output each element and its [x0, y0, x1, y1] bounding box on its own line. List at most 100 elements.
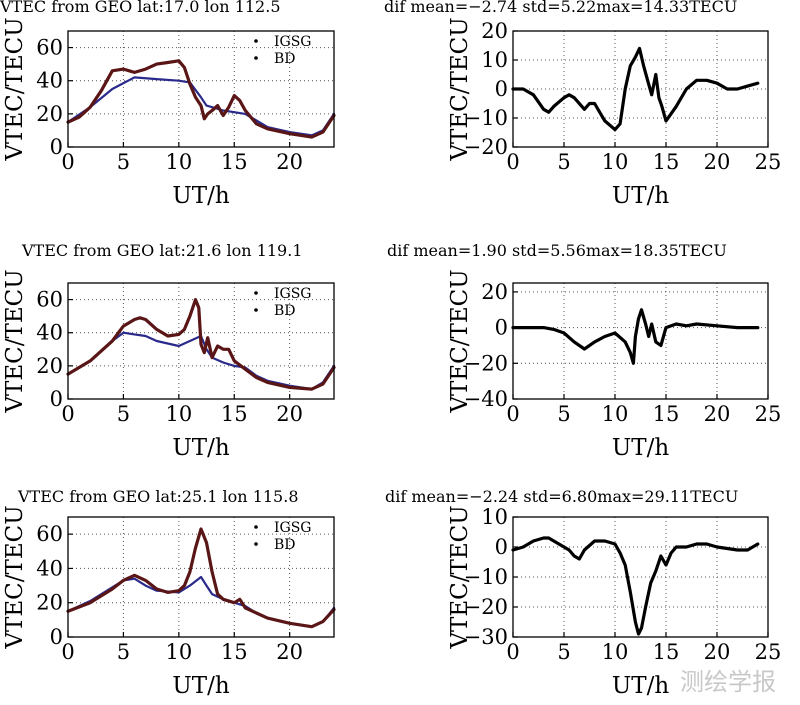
x-tick-label: 10	[165, 150, 192, 174]
legend-label-bd: BD	[274, 537, 296, 553]
y-tick-label: −40	[464, 387, 508, 411]
y-tick-label: 20	[481, 280, 508, 304]
y-tick-label: 10	[481, 505, 508, 529]
x-tick-label: 0	[506, 150, 519, 174]
x-tick-label: 10	[602, 150, 629, 174]
chart-title: VTEC from GEO lat:25.1 lon 115.8	[17, 487, 299, 506]
y-axis-label: VTEC/TECU	[447, 269, 473, 413]
x-tick-label: 0	[61, 402, 74, 426]
y-tick-label: 40	[36, 69, 63, 93]
y-axis-label: VTEC/TECU	[2, 505, 28, 649]
chart-panel-1: VTEC from GEO lat:17.0 lon 112.5 0 5 10 15 20…	[0, 0, 336, 209]
chart-title: VTEC from GEO lat:17.0 lon 112.5	[0, 0, 281, 16]
y-tick-label: 20	[36, 591, 63, 615]
series-line-igsg	[66, 575, 336, 628]
y-axis-label: VTEC/TECU	[447, 505, 473, 649]
chart-panel-3: VTEC from GEO lat:21.6 lon 119.1 0 5 10 15 20…	[2, 241, 336, 461]
legend-marker-igsg	[254, 39, 258, 43]
watermark-text: 测绘学报	[680, 668, 776, 696]
legend-label-igsg: IGSG	[274, 286, 312, 302]
x-tick-label: 20	[704, 402, 731, 426]
x-axis-label: UT/h	[172, 435, 229, 461]
x-tick-label: 15	[653, 402, 680, 426]
y-tick-label: 60	[36, 288, 63, 312]
x-tick-label: 5	[117, 640, 130, 664]
y-tick-label: −10	[464, 106, 508, 130]
legend-marker-bd	[254, 542, 258, 546]
x-tick-label: 15	[221, 640, 248, 664]
x-tick-label: 20	[704, 640, 731, 664]
y-tick-label: 40	[36, 321, 63, 345]
x-tick-label: 10	[602, 402, 629, 426]
plot-frame	[67, 282, 335, 400]
x-axis-label: UT/h	[612, 183, 669, 209]
y-tick-label: 0	[495, 77, 508, 101]
chart-title: dif mean=−2.74 std=5.22max=14.33TECU	[384, 0, 737, 16]
plot-frame	[67, 516, 335, 638]
chart-title: dif mean=1.90 std=5.56max=18.35TECU	[387, 241, 727, 260]
series-line-dif	[511, 46, 760, 132]
legend-label-igsg: IGSG	[274, 520, 312, 536]
series-line-bd	[66, 527, 336, 629]
legend-label-bd: BD	[274, 303, 296, 319]
x-tick-label: 5	[557, 402, 570, 426]
x-tick-label: 10	[602, 640, 629, 664]
y-tick-label: 20	[481, 19, 508, 43]
x-tick-label: 0	[506, 640, 519, 664]
x-tick-label: 20	[276, 150, 303, 174]
x-tick-label: 5	[117, 402, 130, 426]
y-tick-label: −20	[464, 135, 508, 159]
x-tick-label: 20	[704, 150, 731, 174]
chart-title: VTEC from GEO lat:21.6 lon 119.1	[21, 241, 303, 260]
y-axis-label: VTEC/TECU	[2, 17, 28, 161]
chart-title: dif mean=−2.24 std=6.80max=29.11TECU	[385, 487, 738, 506]
x-tick-label: 25	[755, 150, 782, 174]
x-tick-label: 10	[165, 402, 192, 426]
chart-panel-5: VTEC from GEO lat:25.1 lon 115.8 0 5 10 15 20…	[2, 487, 336, 699]
x-tick-label: 5	[557, 150, 570, 174]
y-tick-label: 0	[50, 625, 63, 649]
y-tick-label: 40	[36, 556, 63, 580]
x-tick-label: 15	[221, 150, 248, 174]
legend-marker-bd	[254, 308, 258, 312]
legend-marker-igsg	[254, 291, 258, 295]
x-tick-label: 15	[653, 640, 680, 664]
y-tick-label: 60	[36, 36, 63, 60]
y-tick-label: −20	[464, 351, 508, 375]
y-tick-label: −30	[464, 625, 508, 649]
chart-panel-4: dif mean=1.90 std=5.56max=18.35TECU 0 5 10 1…	[387, 241, 781, 461]
y-tick-label: 20	[36, 102, 63, 126]
series-line-dif	[511, 536, 760, 636]
x-tick-label: 5	[557, 640, 570, 664]
x-axis-label: UT/h	[172, 673, 229, 699]
x-axis-label: UT/h	[612, 435, 669, 461]
series-line-dif	[511, 308, 760, 365]
y-axis-label: VTEC/TECU	[2, 269, 28, 413]
y-tick-label: 0	[495, 535, 508, 559]
x-tick-label: 15	[221, 402, 248, 426]
y-tick-label: 0	[50, 135, 63, 159]
chart-panel-6: dif mean=−2.24 std=6.80max=29.11TECU 0 5 10…	[385, 487, 781, 699]
series-line-bd	[66, 59, 336, 139]
x-tick-label: 0	[61, 640, 74, 664]
legend-label-igsg: IGSG	[274, 34, 312, 50]
x-tick-label: 5	[117, 150, 130, 174]
y-axis-label: VTEC/TECU	[447, 17, 473, 161]
plot-frame	[512, 282, 769, 400]
x-tick-label: 0	[61, 150, 74, 174]
chart-panel-2: dif mean=−2.74 std=5.22max=14.33TECU 0 5 10…	[384, 0, 781, 209]
y-tick-label: 10	[481, 48, 508, 72]
legend-label-bd: BD	[274, 51, 296, 67]
y-tick-label: 0	[495, 316, 508, 340]
y-tick-label: 20	[36, 354, 63, 378]
y-tick-label: 0	[50, 387, 63, 411]
y-tick-label: 60	[36, 522, 63, 546]
x-axis-label: UT/h	[172, 183, 229, 209]
series-line-bd	[66, 298, 336, 391]
x-tick-label: 20	[276, 402, 303, 426]
x-axis-label: UT/h	[612, 673, 669, 699]
x-tick-label: 15	[653, 150, 680, 174]
plot-frame	[67, 30, 335, 148]
y-tick-label: −10	[464, 565, 508, 589]
